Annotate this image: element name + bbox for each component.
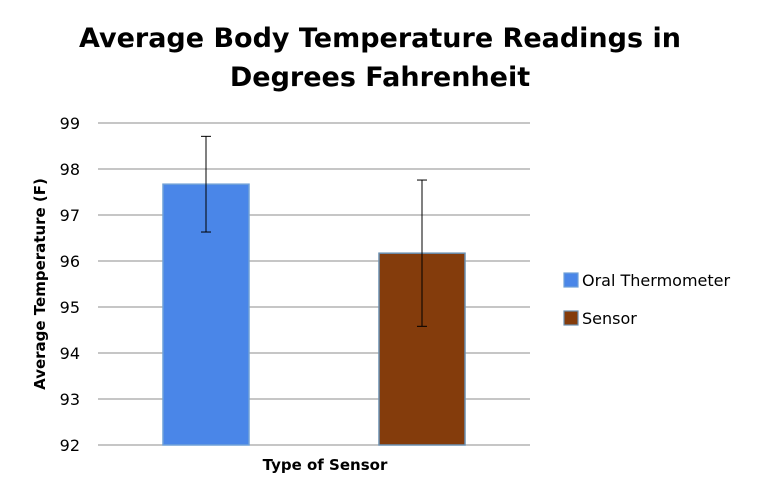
chart-title-line-1: Average Body Temperature Readings in	[79, 23, 681, 54]
y-axis-ticks: 92 93 94 95 96 97 98 99	[60, 114, 80, 455]
legend-label: Sensor	[582, 309, 637, 328]
y-tick-label: 94	[60, 344, 80, 363]
y-tick-label: 93	[60, 390, 80, 409]
y-tick-label: 92	[60, 436, 80, 455]
y-tick-label: 97	[60, 206, 80, 225]
y-tick-label: 95	[60, 298, 80, 317]
legend-swatch	[563, 272, 579, 288]
y-tick-label: 96	[60, 252, 80, 271]
legend: Oral Thermometer Sensor	[563, 271, 730, 328]
bars	[162, 183, 466, 446]
legend-swatch	[563, 310, 579, 326]
error-bars	[201, 135, 427, 327]
legend-label: Oral Thermometer	[582, 271, 730, 290]
y-tick-label: 98	[60, 160, 80, 179]
y-tick-label: 99	[60, 114, 80, 133]
y-axis-label: Average Temperature (F)	[31, 178, 49, 390]
x-axis-label: Type of Sensor	[263, 456, 388, 474]
chart-title-line-2: Degrees Fahrenheit	[230, 62, 530, 93]
